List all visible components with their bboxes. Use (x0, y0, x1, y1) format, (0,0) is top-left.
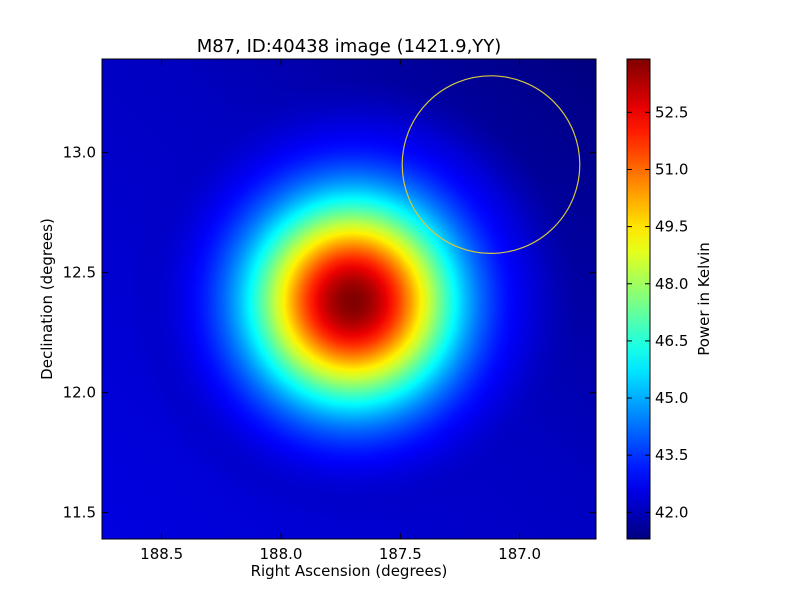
x-tick-label: 187.0 (498, 545, 541, 563)
annotation-circle (401, 75, 581, 255)
x-tick-label: 188.0 (260, 545, 303, 563)
chart-title: M87, ID:40438 image (1421.9,YY) (197, 36, 502, 57)
heatmap-image (102, 59, 596, 539)
colorbar-frame (626, 58, 651, 540)
x-tick-label: 188.5 (140, 545, 183, 563)
heatmap-source (129, 78, 576, 525)
colorbar-tick-label: 42.0 (655, 503, 688, 521)
colorbar-label: Power in Kelvin (695, 242, 713, 356)
y-tick-label: 12.0 (63, 384, 96, 402)
colorbar-ticks: 42.0 43.5 45.0 46.5 48.0 49.5 51.0 52.5 (627, 103, 688, 521)
x-axis-label: Right Ascension (degrees) (251, 562, 448, 580)
y-tick-label: 13.0 (63, 144, 96, 162)
colorbar-fill (627, 59, 650, 539)
y-tick-label: 11.5 (63, 504, 96, 522)
colorbar-tick-label: 49.5 (655, 218, 688, 236)
y-axis-label: Declination (degrees) (38, 218, 56, 380)
colorbar-tick-label: 48.0 (655, 275, 688, 293)
y-tick-label: 12.5 (63, 264, 96, 282)
plot-area: 188.5 188.0 187.5 187.0 11.5 12.0 12.5 13.0 (63, 58, 597, 563)
colorbar-tick-label: 45.0 (655, 389, 688, 407)
x-tick-label: 187.5 (379, 545, 422, 563)
colorbar-tick-label: 43.5 (655, 446, 688, 464)
colorbar: 42.0 43.5 45.0 46.5 48.0 49.5 51.0 52.5 (626, 58, 688, 540)
colorbar-tick-label: 46.5 (655, 332, 688, 350)
colorbar-tick-label: 51.0 (655, 160, 688, 178)
x-axis-ticks: 188.5 188.0 187.5 187.0 (140, 59, 541, 563)
y-axis-ticks: 11.5 12.0 12.5 13.0 (63, 144, 596, 522)
colorbar-tick-label: 52.5 (655, 103, 688, 121)
plot-frame (101, 58, 597, 540)
